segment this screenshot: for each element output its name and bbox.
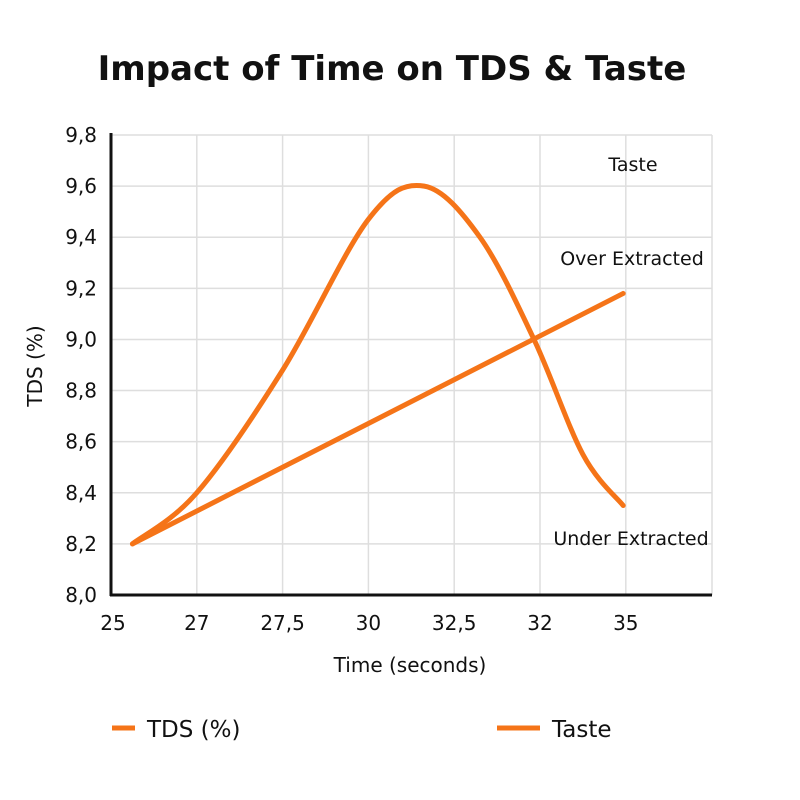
- x-tick-label: 32,5: [432, 611, 477, 635]
- x-tick-label: 30: [356, 611, 381, 635]
- y-tick-label: 8,0: [65, 583, 97, 607]
- y-tick-label: 9,6: [65, 174, 97, 198]
- y-tick-label: 9,0: [65, 327, 97, 351]
- series-group: [129, 182, 626, 547]
- annotation-under-extracted: Under Extracted: [553, 528, 708, 550]
- legend-label-taste: Taste: [551, 717, 612, 743]
- y-tick-label: 8,4: [65, 481, 97, 505]
- y-tick-label: 9,8: [65, 123, 97, 147]
- series-line-taste: [129, 182, 626, 547]
- x-tick-labels: 25 27 27,5 30 32,5 32 35: [100, 611, 638, 635]
- y-tick-label: 9,4: [65, 225, 97, 249]
- x-tick-label: 25: [100, 611, 125, 635]
- y-tick-label: 8,6: [65, 430, 97, 454]
- x-tick-label: 32: [527, 611, 552, 635]
- y-tick-label: 8,8: [65, 379, 97, 403]
- legend-label-tds: TDS (%): [146, 717, 240, 743]
- y-tick-label: 8,2: [65, 532, 97, 556]
- y-tick-label: 9,2: [65, 276, 97, 300]
- x-axis-label: Time (seconds): [333, 653, 487, 677]
- y-tick-labels: 8,0 8,2 8,4 8,6 8,8 9,0 9,2 9,4 9,6 9,8: [65, 123, 97, 607]
- x-tick-label: 35: [613, 611, 638, 635]
- series-line-tds: [129, 290, 626, 547]
- chart-title: Impact of Time on TDS & Taste: [98, 49, 687, 89]
- y-axis-label: TDS (%): [23, 325, 47, 407]
- grid: [111, 134, 713, 595]
- x-tick-label: 27: [184, 611, 209, 635]
- legend: TDS (%) Taste: [112, 717, 612, 743]
- x-tick-label: 27,5: [260, 611, 305, 635]
- annotation-over-extracted: Over Extracted: [560, 248, 704, 270]
- annotation-taste: Taste: [607, 154, 657, 176]
